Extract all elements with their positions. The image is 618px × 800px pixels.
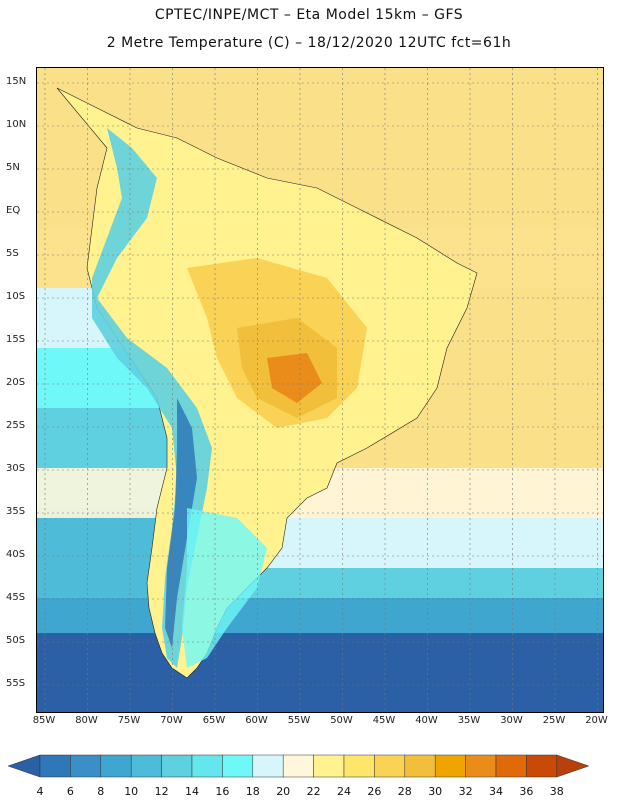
lon-label: 65W bbox=[202, 715, 226, 726]
colorbar-tick-label: 26 bbox=[367, 785, 382, 798]
colorbar-right-arrow bbox=[556, 754, 590, 778]
map-canvas bbox=[37, 68, 603, 712]
colorbar-tick-label: 10 bbox=[124, 785, 139, 798]
colorbar-segment bbox=[434, 754, 466, 778]
lat-label: 25S bbox=[6, 420, 26, 431]
colorbar-tick-label: 38 bbox=[549, 785, 564, 798]
lon-label: 50W bbox=[330, 715, 353, 726]
colorbar-tick-label: 8 bbox=[97, 785, 105, 798]
lat-label: 15N bbox=[6, 76, 27, 87]
colorbar-segment bbox=[313, 754, 345, 778]
lat-label: 5N bbox=[6, 162, 20, 173]
colorbar-segment bbox=[343, 754, 375, 778]
lon-label: 80W bbox=[75, 715, 98, 726]
lon-label: 45W bbox=[372, 715, 396, 726]
map-gridlines bbox=[37, 68, 603, 712]
colorbar-left-arrow bbox=[7, 754, 41, 778]
colorbar-segment bbox=[495, 754, 527, 778]
lat-label: 35S bbox=[6, 506, 26, 517]
colorbar-tick-label: 18 bbox=[245, 785, 260, 798]
lon-label: 85W bbox=[32, 715, 56, 726]
colorbar-segment bbox=[70, 754, 102, 778]
patagonia-cool bbox=[182, 508, 267, 668]
lat-label: 50S bbox=[6, 635, 26, 646]
lat-label: 30S bbox=[6, 463, 26, 474]
colorbar-tick-label: 22 bbox=[306, 785, 321, 798]
colorbar-tick-label: 6 bbox=[66, 785, 74, 798]
chart-title-line1: CPTEC/INPE/MCT – Eta Model 15km – GFS bbox=[154, 7, 464, 23]
lat-label: 10N bbox=[6, 119, 27, 130]
lon-label: 60W bbox=[245, 715, 268, 726]
lat-label: 10S bbox=[6, 291, 26, 302]
lat-label: 15S bbox=[6, 334, 26, 345]
lon-label: 55W bbox=[287, 715, 311, 726]
lat-label: 20S bbox=[6, 377, 26, 388]
colorbar-tick-label: 14 bbox=[185, 785, 199, 798]
colorbar bbox=[7, 754, 590, 778]
lat-label: 45S bbox=[6, 592, 26, 603]
lon-label: 25W bbox=[542, 715, 566, 726]
lon-label: 40W bbox=[415, 715, 438, 726]
lon-label: 35W bbox=[457, 715, 481, 726]
colorbar-segment bbox=[404, 754, 436, 778]
colorbar-tick-label: 30 bbox=[428, 785, 443, 798]
lat-label: EQ bbox=[6, 205, 21, 216]
lon-label: 20W bbox=[585, 715, 608, 726]
lon-label: 75W bbox=[117, 715, 141, 726]
lon-label: 70W bbox=[160, 715, 183, 726]
colorbar-tick-label: 34 bbox=[489, 785, 503, 798]
colorbar-tick-label: 12 bbox=[154, 785, 169, 798]
lat-label: 55S bbox=[6, 678, 26, 689]
colorbar-segment bbox=[191, 754, 223, 778]
colorbar-tick-label: 4 bbox=[36, 785, 44, 798]
lat-label: 5S bbox=[6, 248, 19, 259]
colorbar-segment bbox=[282, 754, 314, 778]
lon-label: 30W bbox=[500, 715, 523, 726]
colorbar-tick-label: 24 bbox=[337, 785, 351, 798]
colorbar-segment bbox=[252, 754, 284, 778]
lat-label: 40S bbox=[6, 549, 26, 560]
colorbar-segment bbox=[130, 754, 162, 778]
colorbar-segment bbox=[100, 754, 132, 778]
colorbar-tick-label: 32 bbox=[458, 785, 473, 798]
andes-coldest bbox=[165, 398, 197, 648]
colorbar-segment bbox=[526, 754, 558, 778]
colorbar-segment bbox=[222, 754, 254, 778]
colorbar-tick-label: 28 bbox=[397, 785, 412, 798]
interior-hottest bbox=[267, 353, 322, 403]
colorbar-segment bbox=[39, 754, 71, 778]
south-cold-2 bbox=[37, 633, 603, 712]
colorbar-tick-label: 16 bbox=[215, 785, 230, 798]
colorbar-segment bbox=[374, 754, 406, 778]
colorbar-segment bbox=[465, 754, 497, 778]
colorbar-tick-label: 36 bbox=[519, 785, 534, 798]
temperature-map bbox=[36, 67, 604, 713]
chart-title-line2: 2 Metre Temperature (C) – 18/12/2020 12U… bbox=[106, 35, 512, 51]
colorbar-tick-label: 20 bbox=[276, 785, 291, 798]
colorbar-segment bbox=[161, 754, 193, 778]
south-cold-1 bbox=[37, 598, 603, 638]
